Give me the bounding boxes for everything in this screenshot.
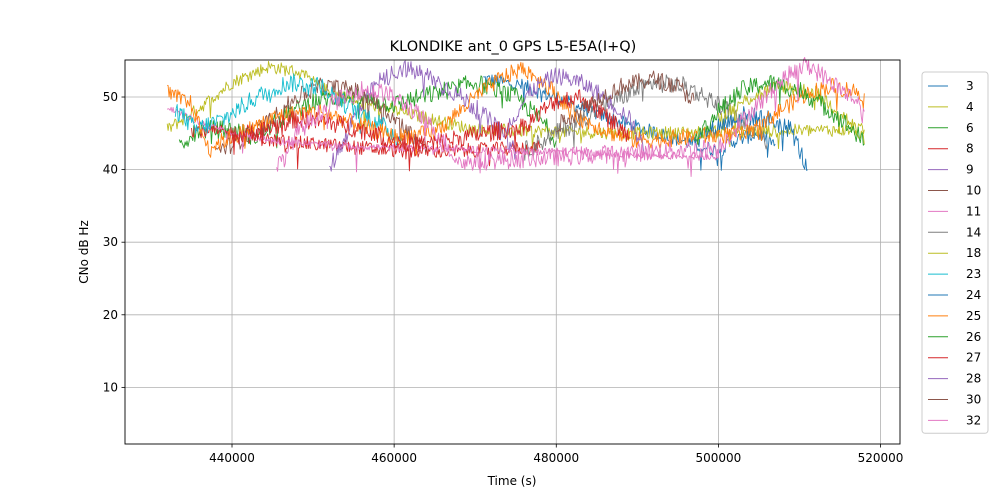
legend: 3 4 6 8 9 10 11 14 18 23 24 25 26 27 28 30 32: [921, 71, 989, 434]
legend-label-8: 8: [966, 142, 974, 156]
legend-label-4: 4: [966, 100, 974, 114]
series-line-27: [231, 89, 630, 160]
legend-label-11: 11: [966, 204, 981, 218]
x-axis-title: Time (s): [487, 474, 537, 488]
series-line-8: [191, 123, 541, 172]
legend-label-26: 26: [966, 330, 981, 344]
series-line-30: [556, 70, 695, 132]
y-tick-label: 20: [103, 308, 118, 322]
legend-label-30: 30: [966, 393, 981, 407]
legend-label-3: 3: [966, 79, 974, 93]
legend-label-27: 27: [966, 351, 981, 365]
series-line-28: [507, 67, 646, 157]
series-line-26: [693, 74, 865, 146]
series-lines: [166, 57, 865, 177]
x-tick-label: 460000: [371, 451, 417, 465]
x-tick-label: 520000: [858, 451, 904, 465]
y-tick-label: 30: [103, 235, 118, 249]
legend-label-18: 18: [966, 246, 981, 260]
legend-label-23: 23: [966, 267, 981, 281]
axis-ticks: 440000 460000 480000 500000 520000 10 20 30 40 50: [103, 90, 904, 465]
y-axis-title: CNo dB Hz: [77, 220, 91, 284]
series-line-14: [523, 74, 768, 161]
y-tick-label: 50: [103, 90, 118, 104]
series-line-32: [276, 57, 865, 172]
chart-title: KLONDIKE ant_0 GPS L5-E5A(I+Q): [390, 39, 637, 55]
series-line-23: [174, 73, 403, 146]
series-line-9: [329, 60, 517, 172]
legend-label-25: 25: [966, 309, 981, 323]
x-tick-label: 440000: [209, 451, 255, 465]
y-tick-label: 40: [103, 163, 118, 177]
legend-label-32: 32: [966, 413, 981, 427]
plot-area-frame: [124, 59, 901, 445]
legend-label-24: 24: [966, 288, 981, 302]
legend-label-10: 10: [966, 184, 981, 198]
x-tick-label: 480000: [533, 451, 579, 465]
grid-lines: [125, 60, 900, 444]
y-tick-label: 10: [103, 380, 118, 394]
legend-label-28: 28: [966, 372, 981, 386]
legend-label-9: 9: [966, 163, 974, 177]
legend-label-6: 6: [966, 121, 974, 135]
legend-frame: [921, 71, 989, 434]
x-tick-label: 500000: [696, 451, 742, 465]
legend-label-14: 14: [966, 225, 981, 239]
